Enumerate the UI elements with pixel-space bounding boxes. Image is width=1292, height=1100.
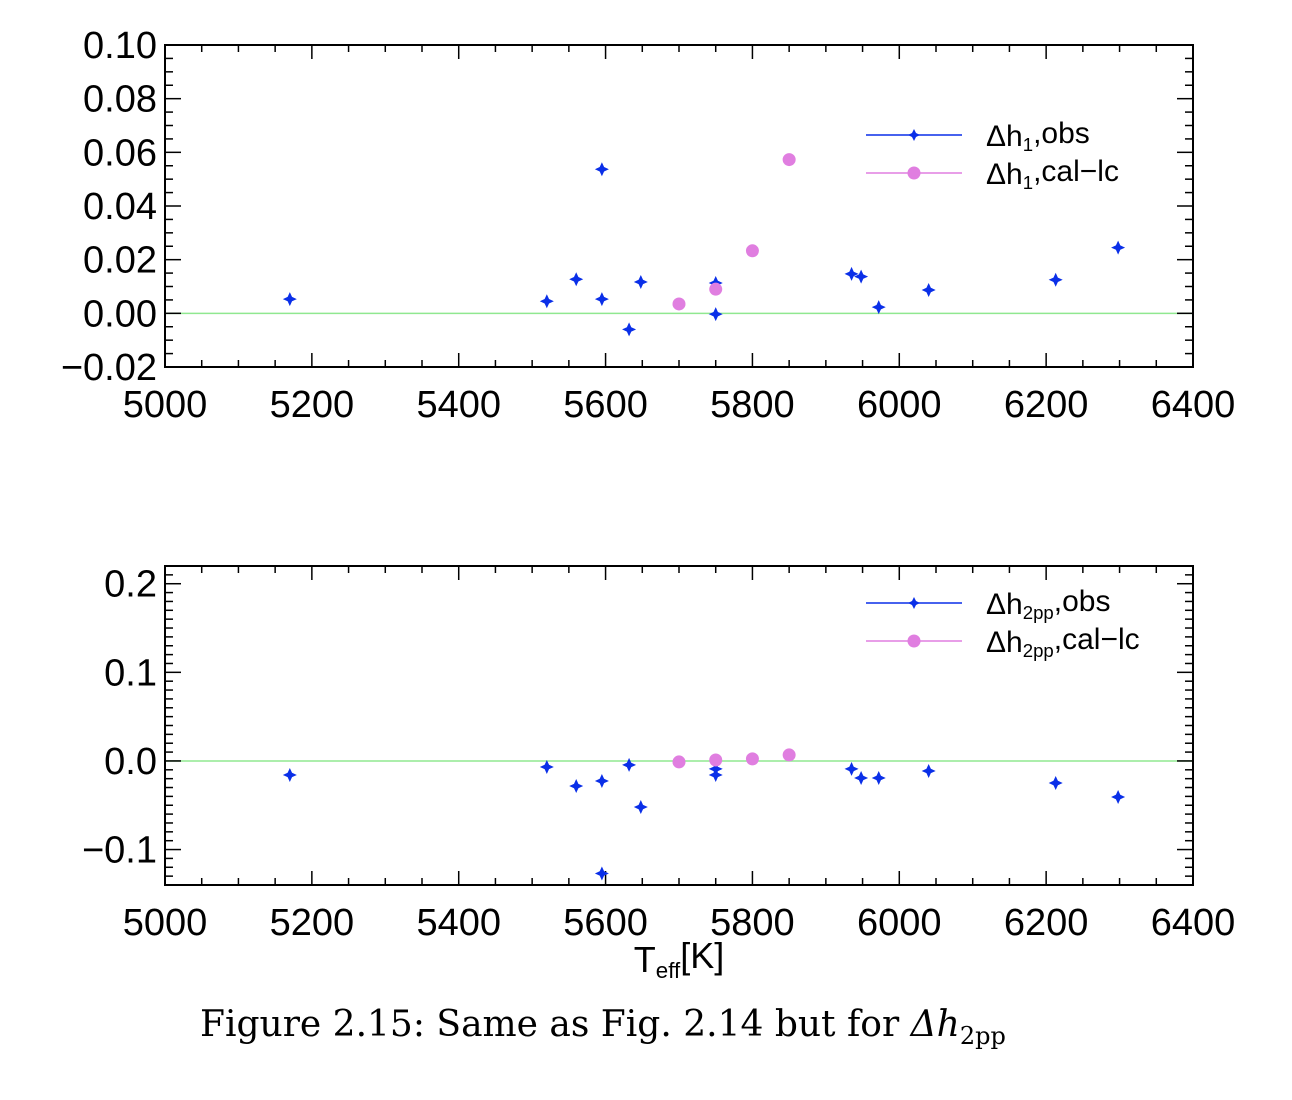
x-tick-label: 6400 [1151,902,1236,944]
y-tick-label: −0.1 [82,830,157,872]
data-point [854,269,869,284]
data-point [569,272,584,287]
data-point [871,770,886,785]
data-point [622,322,637,337]
y-tick-label: 0.0 [104,741,157,783]
x-tick-label: 5800 [710,902,795,944]
data-point [282,767,297,782]
x-tick-label: 6000 [857,384,942,426]
figure: 5000 5200 5400 5600 5800 6000 6200 6400 −0.02 0.0… [61,25,1235,984]
y-tick-label: 0.06 [83,132,157,174]
x-tick-label: 5600 [563,902,648,944]
data-point [921,282,936,297]
x-tick-label: 6000 [857,902,942,944]
legend-marker [907,634,921,648]
data-point [594,292,609,307]
series-2 [672,748,796,769]
data-point [594,162,609,177]
data-point [633,800,648,815]
caption-symbol: Δh [910,1004,960,1045]
y-tick-label: 0.00 [83,293,157,335]
x-tick-label: 5000 [123,384,208,426]
data-point [1048,272,1063,287]
data-point [539,294,554,309]
data-point [709,282,723,296]
x-tick-label: 5000 [123,902,208,944]
figure-caption: Figure 2.15: Same as Fig. 2.14 but for Δ… [200,1004,1006,1050]
x-tick-label: 6400 [1151,384,1236,426]
data-point [672,755,686,769]
x-tick-label: 6200 [1004,384,1089,426]
data-point [844,761,859,776]
y-tick-label: −0.02 [61,347,157,389]
data-point [921,763,936,778]
legend-marker [907,166,921,180]
chart-panel-2: 5000 5200 5400 5600 5800 6000 6200 6400 −0.1 0.0 0… [82,564,1235,984]
legend-label: Δh1,cal−lc [986,155,1119,193]
caption-subscript: 2pp [959,1022,1006,1051]
x-tick-label: 5200 [270,902,355,944]
data-point [594,773,609,788]
data-point [871,300,886,315]
y-tick-label: 0.02 [83,240,157,282]
y-tick-label: 0.04 [83,186,157,228]
data-point [745,244,759,258]
data-point [782,748,796,762]
x-tick-label: 5400 [416,902,501,944]
y-tick-label: 0.2 [104,564,157,606]
data-point [708,307,723,322]
caption-text: Figure 2.15: Same as Fig. 2.14 but for [200,1004,911,1045]
x-tick-label: 5400 [416,384,501,426]
legend-label: Δh2pp,obs [986,585,1110,623]
x-tick-label: 5800 [710,384,795,426]
y-tick-label: 0.1 [104,652,157,694]
data-point [282,292,297,307]
y-tick-label: 0.08 [83,79,157,121]
series-1 [282,757,1126,881]
data-point [782,153,796,167]
x-tick-label: 5200 [270,384,355,426]
data-point [622,757,637,772]
x-tick-label: 5600 [563,384,648,426]
data-point [569,779,584,794]
plot-frame [164,44,1194,368]
series-1 [282,162,1126,337]
data-point [1048,776,1063,791]
legend-label: Δh1,obs [986,117,1090,155]
series-2 [672,153,796,311]
legend-marker [908,597,920,609]
data-point [854,770,869,785]
legend-marker [908,129,920,141]
legend-label: Δh2pp,cal−lc [986,623,1140,661]
data-point [539,759,554,774]
data-point [745,752,759,766]
y-tick-label: 0.10 [83,25,157,67]
x-tick-label: 6200 [1004,902,1089,944]
data-point [708,767,723,782]
data-point [594,866,609,881]
data-point [844,266,859,281]
data-point [633,274,648,289]
data-point [709,753,723,767]
data-point [1111,240,1126,255]
data-point [672,297,686,311]
chart-panel-1: 5000 5200 5400 5600 5800 6000 6200 6400 −0.02 0.0… [61,25,1235,426]
data-point [1111,790,1126,805]
x-axis-title: Teff[K] [634,935,724,983]
